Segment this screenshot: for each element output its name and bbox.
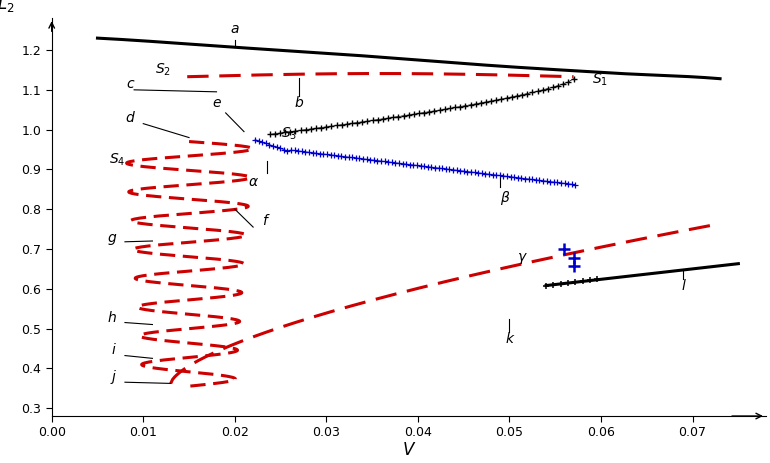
Text: g: g [107,231,116,245]
Text: d: d [126,111,134,125]
Text: e: e [213,96,221,110]
Text: k: k [505,332,514,346]
Text: i: i [112,344,116,357]
Text: b: b [295,96,303,110]
Text: $S_4$: $S_4$ [109,151,125,168]
Text: j: j [112,370,116,384]
Text: f: f [263,214,267,228]
Text: a: a [230,22,239,36]
Y-axis label: $L_2$: $L_2$ [0,0,14,14]
Text: $\alpha$: $\alpha$ [248,175,259,189]
Text: $S_3$: $S_3$ [280,125,296,142]
Text: $S_1$: $S_1$ [592,71,608,88]
Text: c: c [126,77,134,91]
Text: l: l [681,279,685,293]
Text: h: h [107,311,116,325]
Text: $\gamma$: $\gamma$ [517,251,527,266]
Text: $\beta$: $\beta$ [500,189,511,207]
X-axis label: $V$: $V$ [402,441,416,459]
Text: $S_2$: $S_2$ [155,62,171,78]
